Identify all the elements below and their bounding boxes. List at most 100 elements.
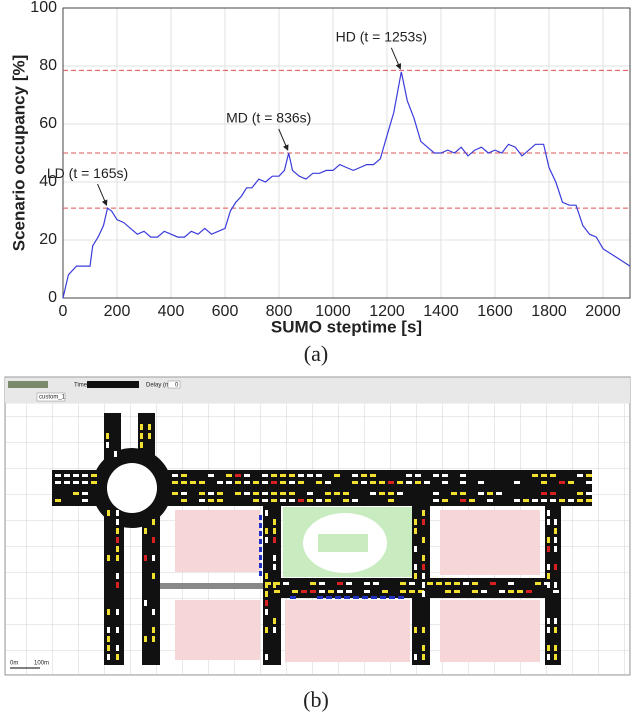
park-lawn bbox=[318, 534, 368, 552]
vehicles bbox=[55, 424, 592, 660]
time-label: Time: bbox=[74, 383, 89, 389]
vehicle bbox=[152, 627, 155, 633]
vehicle bbox=[283, 582, 289, 585]
vehicle bbox=[265, 582, 268, 588]
vehicle bbox=[298, 499, 304, 502]
x-tick-label: 600 bbox=[212, 303, 239, 320]
delay-box[interactable] bbox=[167, 380, 181, 389]
vehicle bbox=[406, 481, 412, 484]
vehicle bbox=[454, 590, 460, 593]
vehicle bbox=[422, 582, 425, 588]
vehicle bbox=[298, 474, 304, 477]
vehicle bbox=[541, 474, 547, 477]
vehicle bbox=[445, 582, 451, 585]
scale-label: 0m bbox=[10, 661, 18, 667]
vehicle bbox=[217, 481, 223, 484]
vehicle bbox=[253, 481, 259, 484]
vehicle bbox=[586, 474, 592, 477]
vehicle bbox=[547, 537, 550, 543]
vehicle bbox=[289, 481, 295, 484]
vehicle bbox=[487, 492, 493, 495]
vehicle bbox=[554, 537, 557, 543]
vehicle bbox=[499, 590, 505, 593]
vehicle bbox=[370, 474, 376, 477]
vehicle bbox=[319, 582, 325, 585]
vehicle bbox=[414, 654, 417, 660]
vehicle bbox=[442, 481, 448, 484]
vehicle bbox=[319, 590, 325, 593]
vehicle bbox=[253, 492, 259, 495]
vehicle bbox=[208, 492, 214, 495]
vehicle bbox=[253, 499, 259, 502]
vehicle bbox=[379, 492, 385, 495]
vehicle bbox=[107, 555, 110, 561]
vehicle bbox=[523, 499, 529, 502]
vehicle bbox=[559, 499, 565, 502]
vehicle bbox=[346, 590, 352, 593]
vehicle bbox=[82, 474, 88, 477]
vehicle bbox=[586, 499, 592, 502]
vehicle bbox=[554, 546, 557, 552]
vehicle bbox=[190, 481, 196, 484]
vehicle bbox=[265, 654, 268, 660]
vehicle bbox=[73, 481, 79, 484]
vehicle bbox=[265, 537, 268, 543]
vehicle bbox=[400, 582, 406, 585]
vehicle bbox=[388, 492, 394, 495]
vehicle bbox=[273, 537, 276, 543]
vehicle bbox=[541, 499, 547, 502]
vehicle bbox=[273, 555, 276, 561]
vehicle bbox=[550, 474, 556, 477]
parked-vehicle bbox=[259, 539, 262, 544]
vehicle bbox=[397, 481, 403, 484]
vehicle bbox=[433, 474, 439, 477]
vehicle bbox=[550, 492, 556, 495]
vehicle bbox=[334, 474, 340, 477]
vehicle bbox=[289, 499, 295, 502]
vehicle bbox=[199, 492, 205, 495]
vehicle bbox=[265, 627, 268, 633]
vehicle bbox=[535, 582, 541, 585]
vehicle bbox=[406, 474, 412, 477]
vehicle bbox=[352, 499, 358, 502]
vehicle bbox=[382, 590, 388, 593]
vehicle bbox=[140, 424, 143, 430]
vehicle bbox=[352, 474, 358, 477]
vehicle bbox=[379, 481, 385, 484]
vehicle bbox=[273, 618, 276, 624]
scheme-select[interactable] bbox=[36, 392, 66, 402]
vehicle bbox=[490, 582, 496, 585]
vehicle bbox=[262, 499, 268, 502]
vehicle bbox=[554, 528, 557, 534]
road bbox=[142, 505, 160, 665]
vehicle bbox=[559, 481, 565, 484]
vehicle bbox=[307, 474, 313, 477]
vehicle bbox=[265, 600, 268, 606]
vehicle bbox=[547, 627, 550, 633]
vehicle bbox=[337, 590, 343, 593]
parked-vehicle bbox=[380, 596, 386, 599]
vehicle bbox=[64, 474, 70, 477]
vehicle bbox=[414, 528, 417, 534]
vehicle bbox=[346, 582, 352, 585]
parked-vehicle bbox=[344, 596, 350, 599]
vehicle bbox=[181, 499, 187, 502]
roads bbox=[52, 413, 592, 665]
parked-vehicle bbox=[290, 596, 296, 599]
toolbar-buttons[interactable] bbox=[8, 381, 48, 388]
vehicle bbox=[553, 590, 559, 593]
vehicle bbox=[586, 492, 592, 495]
x-tick-label: 1400 bbox=[423, 303, 459, 320]
annotation-arrow bbox=[390, 47, 402, 70]
vehicle bbox=[235, 474, 241, 477]
vehicle bbox=[82, 499, 88, 502]
parked-vehicle bbox=[389, 596, 395, 599]
vehicle bbox=[289, 474, 295, 477]
vehicle bbox=[418, 590, 424, 593]
block bbox=[440, 510, 540, 575]
vehicle bbox=[144, 636, 147, 642]
parked-vehicle bbox=[259, 547, 262, 552]
scale-label: 100m bbox=[34, 661, 49, 667]
vehicle bbox=[422, 510, 425, 516]
